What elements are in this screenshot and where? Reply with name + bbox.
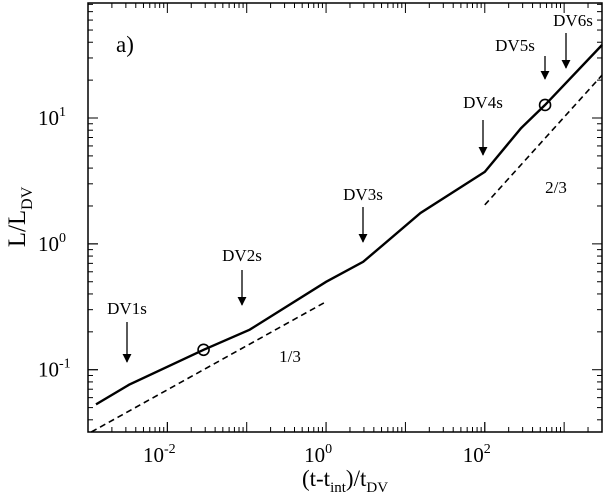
annotation: DV4s	[463, 93, 503, 112]
tick-exp: 0	[325, 442, 332, 457]
annotation: 1/3	[279, 347, 301, 366]
marker-circle	[197, 343, 210, 357]
label-sub: DV	[366, 480, 388, 496]
series-line	[95, 44, 603, 406]
tick-exp: -2	[164, 442, 176, 457]
y-axis-label: L/LDV	[4, 186, 36, 247]
x-tick-label: 100	[304, 442, 332, 467]
y-tick-label: 100	[38, 231, 66, 256]
tick-base: 10	[38, 106, 59, 130]
annotation: DV3s	[343, 185, 383, 204]
y-tick-label: 101	[38, 105, 66, 130]
tick-base: 10	[38, 358, 59, 382]
tick-base: 10	[38, 232, 59, 256]
label-text: (t-t	[302, 466, 331, 491]
x-axis-label: (t-tint)/tDV	[302, 466, 388, 496]
series-line	[90, 301, 327, 433]
label-sub: int	[330, 480, 347, 496]
label-sub: DV	[19, 186, 36, 210]
annotation: DV2s	[222, 246, 262, 265]
series-line	[484, 74, 603, 206]
tick-exp: 1	[59, 105, 66, 120]
tick-exp: 0	[59, 231, 66, 246]
plot-frame	[87, 2, 603, 433]
label-text: L/L	[4, 210, 31, 248]
label-text: )/t	[346, 466, 367, 491]
x-tick-label: 10-2	[143, 442, 176, 467]
y-tick-label: 10-1	[38, 357, 71, 382]
annotation: DV6s	[553, 11, 593, 30]
tick-base: 10	[304, 443, 325, 467]
tick-base: 10	[463, 443, 484, 467]
annotation: DV5s	[495, 36, 535, 55]
marker-circle	[538, 98, 552, 112]
annotation: 2/3	[545, 178, 567, 197]
panel-label: a)	[116, 32, 134, 57]
x-tick-label: 102	[463, 442, 491, 467]
tick-exp: 2	[484, 442, 491, 457]
annotation: DV1s	[107, 299, 147, 318]
tick-exp: -1	[59, 357, 71, 372]
tick-base: 10	[143, 443, 164, 467]
